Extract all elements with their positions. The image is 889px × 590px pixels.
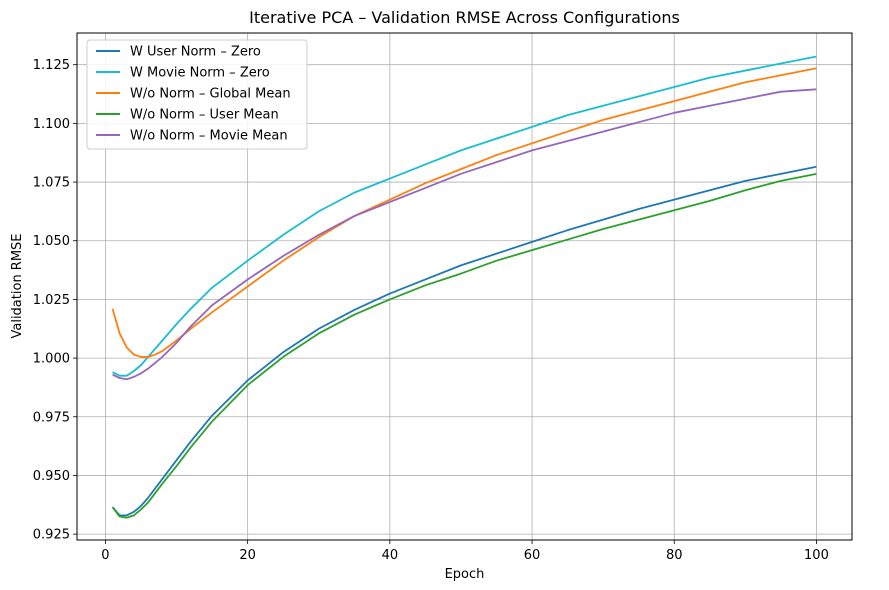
legend-label-2: W Movie Norm – Zero <box>130 66 270 81</box>
x-tick-label: 80 <box>666 548 683 563</box>
y-tick-label: 0.925 <box>33 528 70 543</box>
legend-label-4: W/o Norm – User Mean <box>130 108 279 123</box>
x-tick-label: 60 <box>524 548 541 563</box>
y-tick-label: 0.975 <box>33 410 70 425</box>
y-tick-label: 1.000 <box>33 352 70 367</box>
legend: W User Norm – Zero W Movie Norm – Zero W/o… <box>86 39 308 150</box>
y-axis-label: Validation RMSE <box>10 233 25 338</box>
x-tick-label: 40 <box>382 548 399 563</box>
x-tick-label: 0 <box>101 548 109 563</box>
chart-title: Iterative PCA – Validation RMSE Across C… <box>249 8 680 27</box>
series-line-1 <box>111 165 817 517</box>
legend-box <box>86 39 308 150</box>
series-line-4 <box>111 172 817 519</box>
y-tick-label: 0.950 <box>33 469 70 484</box>
series-line-3 <box>111 67 817 358</box>
y-tick-label: 1.050 <box>33 234 70 249</box>
legend-label-1: W User Norm – Zero <box>130 45 261 60</box>
grid <box>77 33 852 540</box>
x-tick-label: 100 <box>804 548 829 563</box>
y-tick-label: 1.100 <box>33 117 70 132</box>
x-tick-label: 20 <box>239 548 256 563</box>
x-axis-label: Epoch <box>445 567 485 582</box>
series-lines <box>111 55 817 519</box>
y-tick-label: 1.125 <box>33 58 70 73</box>
y-tick-label: 1.075 <box>33 176 70 191</box>
y-tick-label: 1.025 <box>33 293 70 308</box>
legend-label-5: W/o Norm – Movie Mean <box>130 129 288 144</box>
ticks: 0 20 40 60 80 100 0.925 0.950 0.975 1.000 1.025 1.0… <box>33 58 829 563</box>
series-line-5 <box>112 88 817 381</box>
legend-label-3: W/o Norm – Global Mean <box>130 87 291 102</box>
series-line-2 <box>112 55 817 377</box>
plot-frame <box>76 32 853 541</box>
